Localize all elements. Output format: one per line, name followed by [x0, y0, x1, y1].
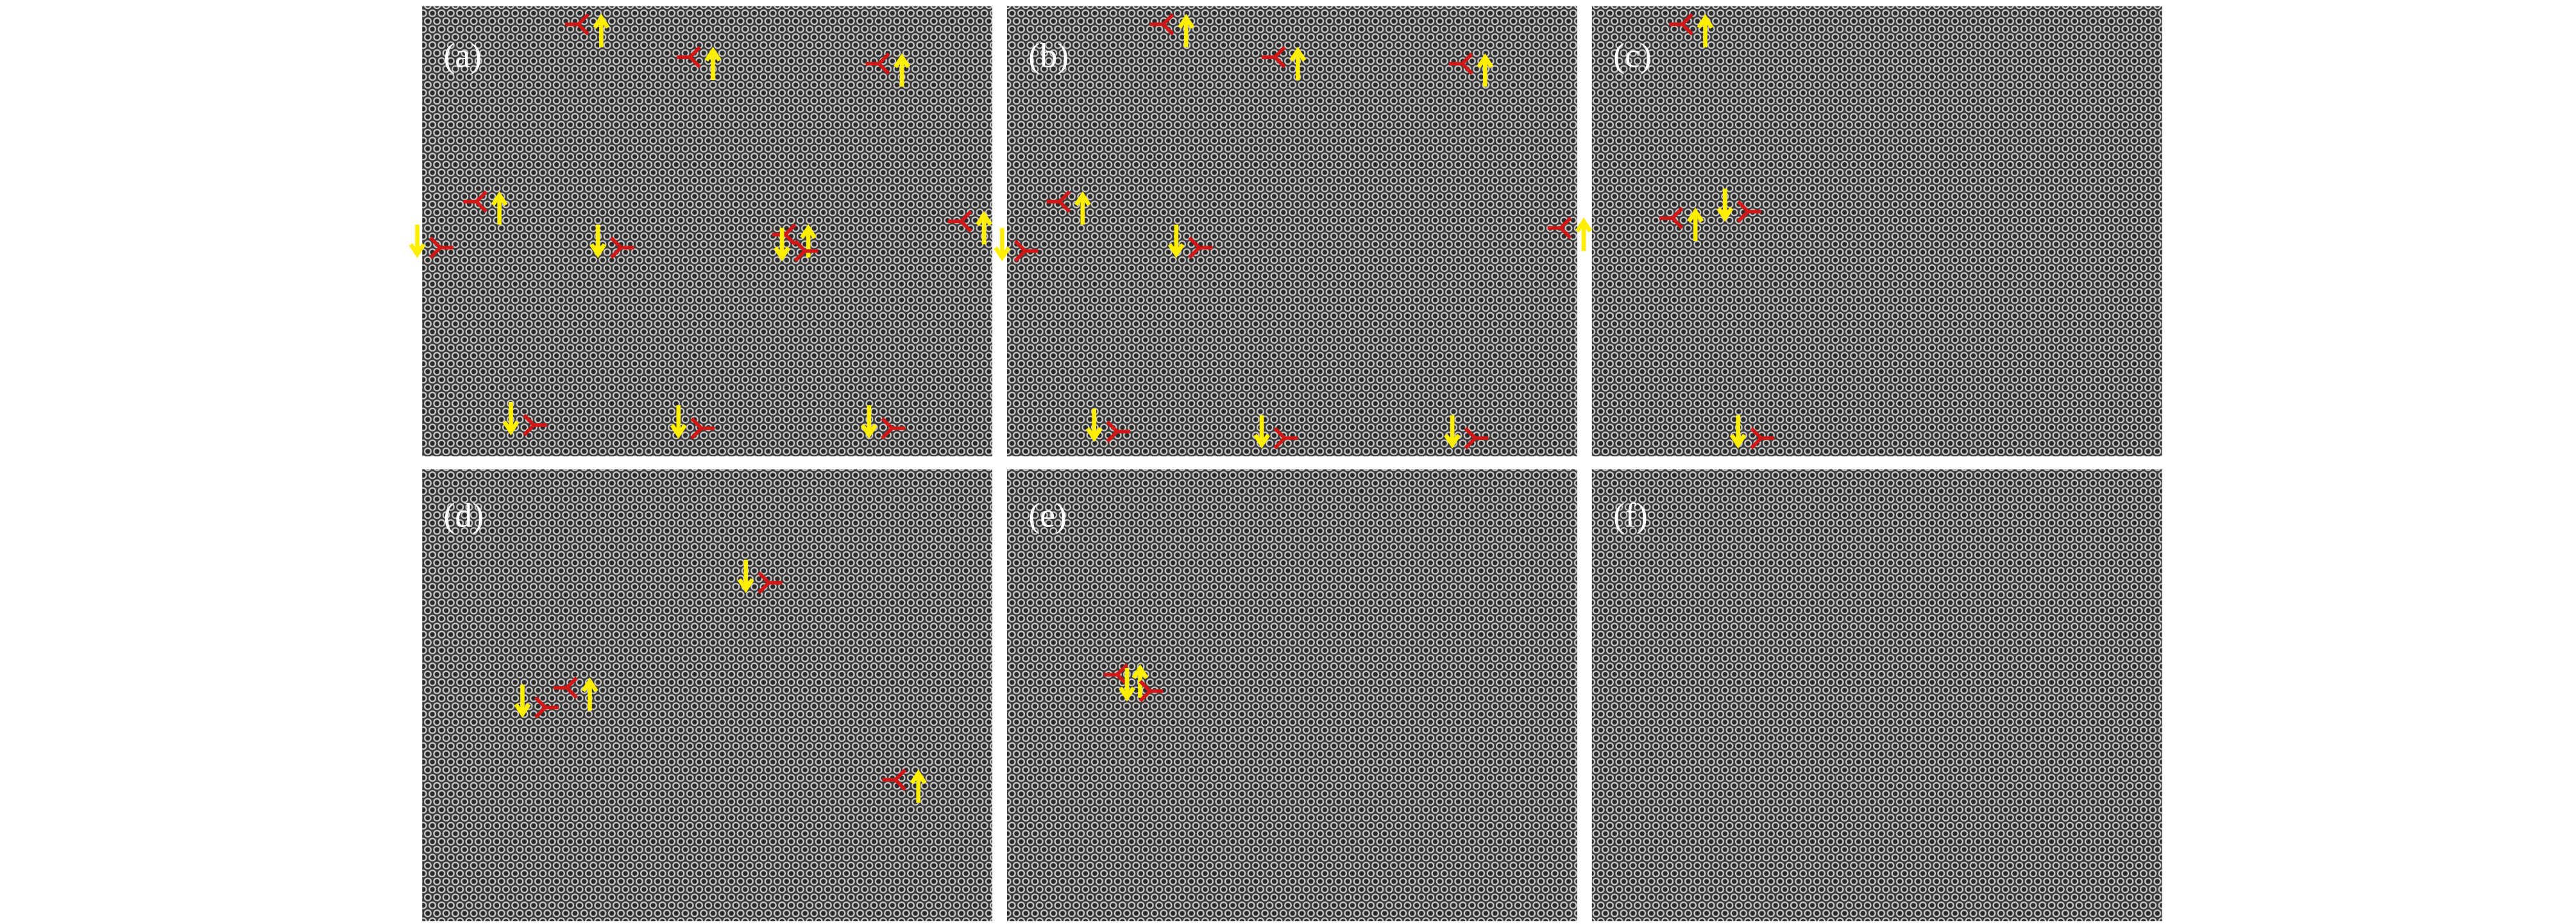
panel-image — [1591, 6, 2162, 457]
panel-image — [1007, 469, 1577, 921]
panel-image — [422, 469, 992, 921]
panel-label: (d) — [444, 496, 484, 535]
panel-image — [422, 6, 992, 457]
panel-label: (b) — [1028, 37, 1069, 75]
panels — [422, 6, 2162, 921]
panel-label: (f) — [1613, 496, 1648, 535]
panel-label: (a) — [444, 37, 482, 75]
panel-label: (c) — [1613, 37, 1652, 75]
panel-image — [1591, 469, 2162, 921]
panel-image — [1007, 6, 1577, 457]
panel-label: (e) — [1028, 496, 1067, 535]
